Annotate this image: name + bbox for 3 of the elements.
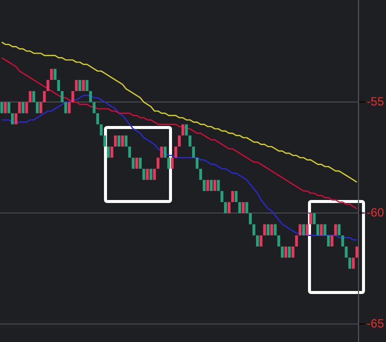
y-tick-label: -55 [366,94,384,108]
y-tick-label: -60 [366,206,384,220]
y-tick-label: -65 [366,316,384,331]
